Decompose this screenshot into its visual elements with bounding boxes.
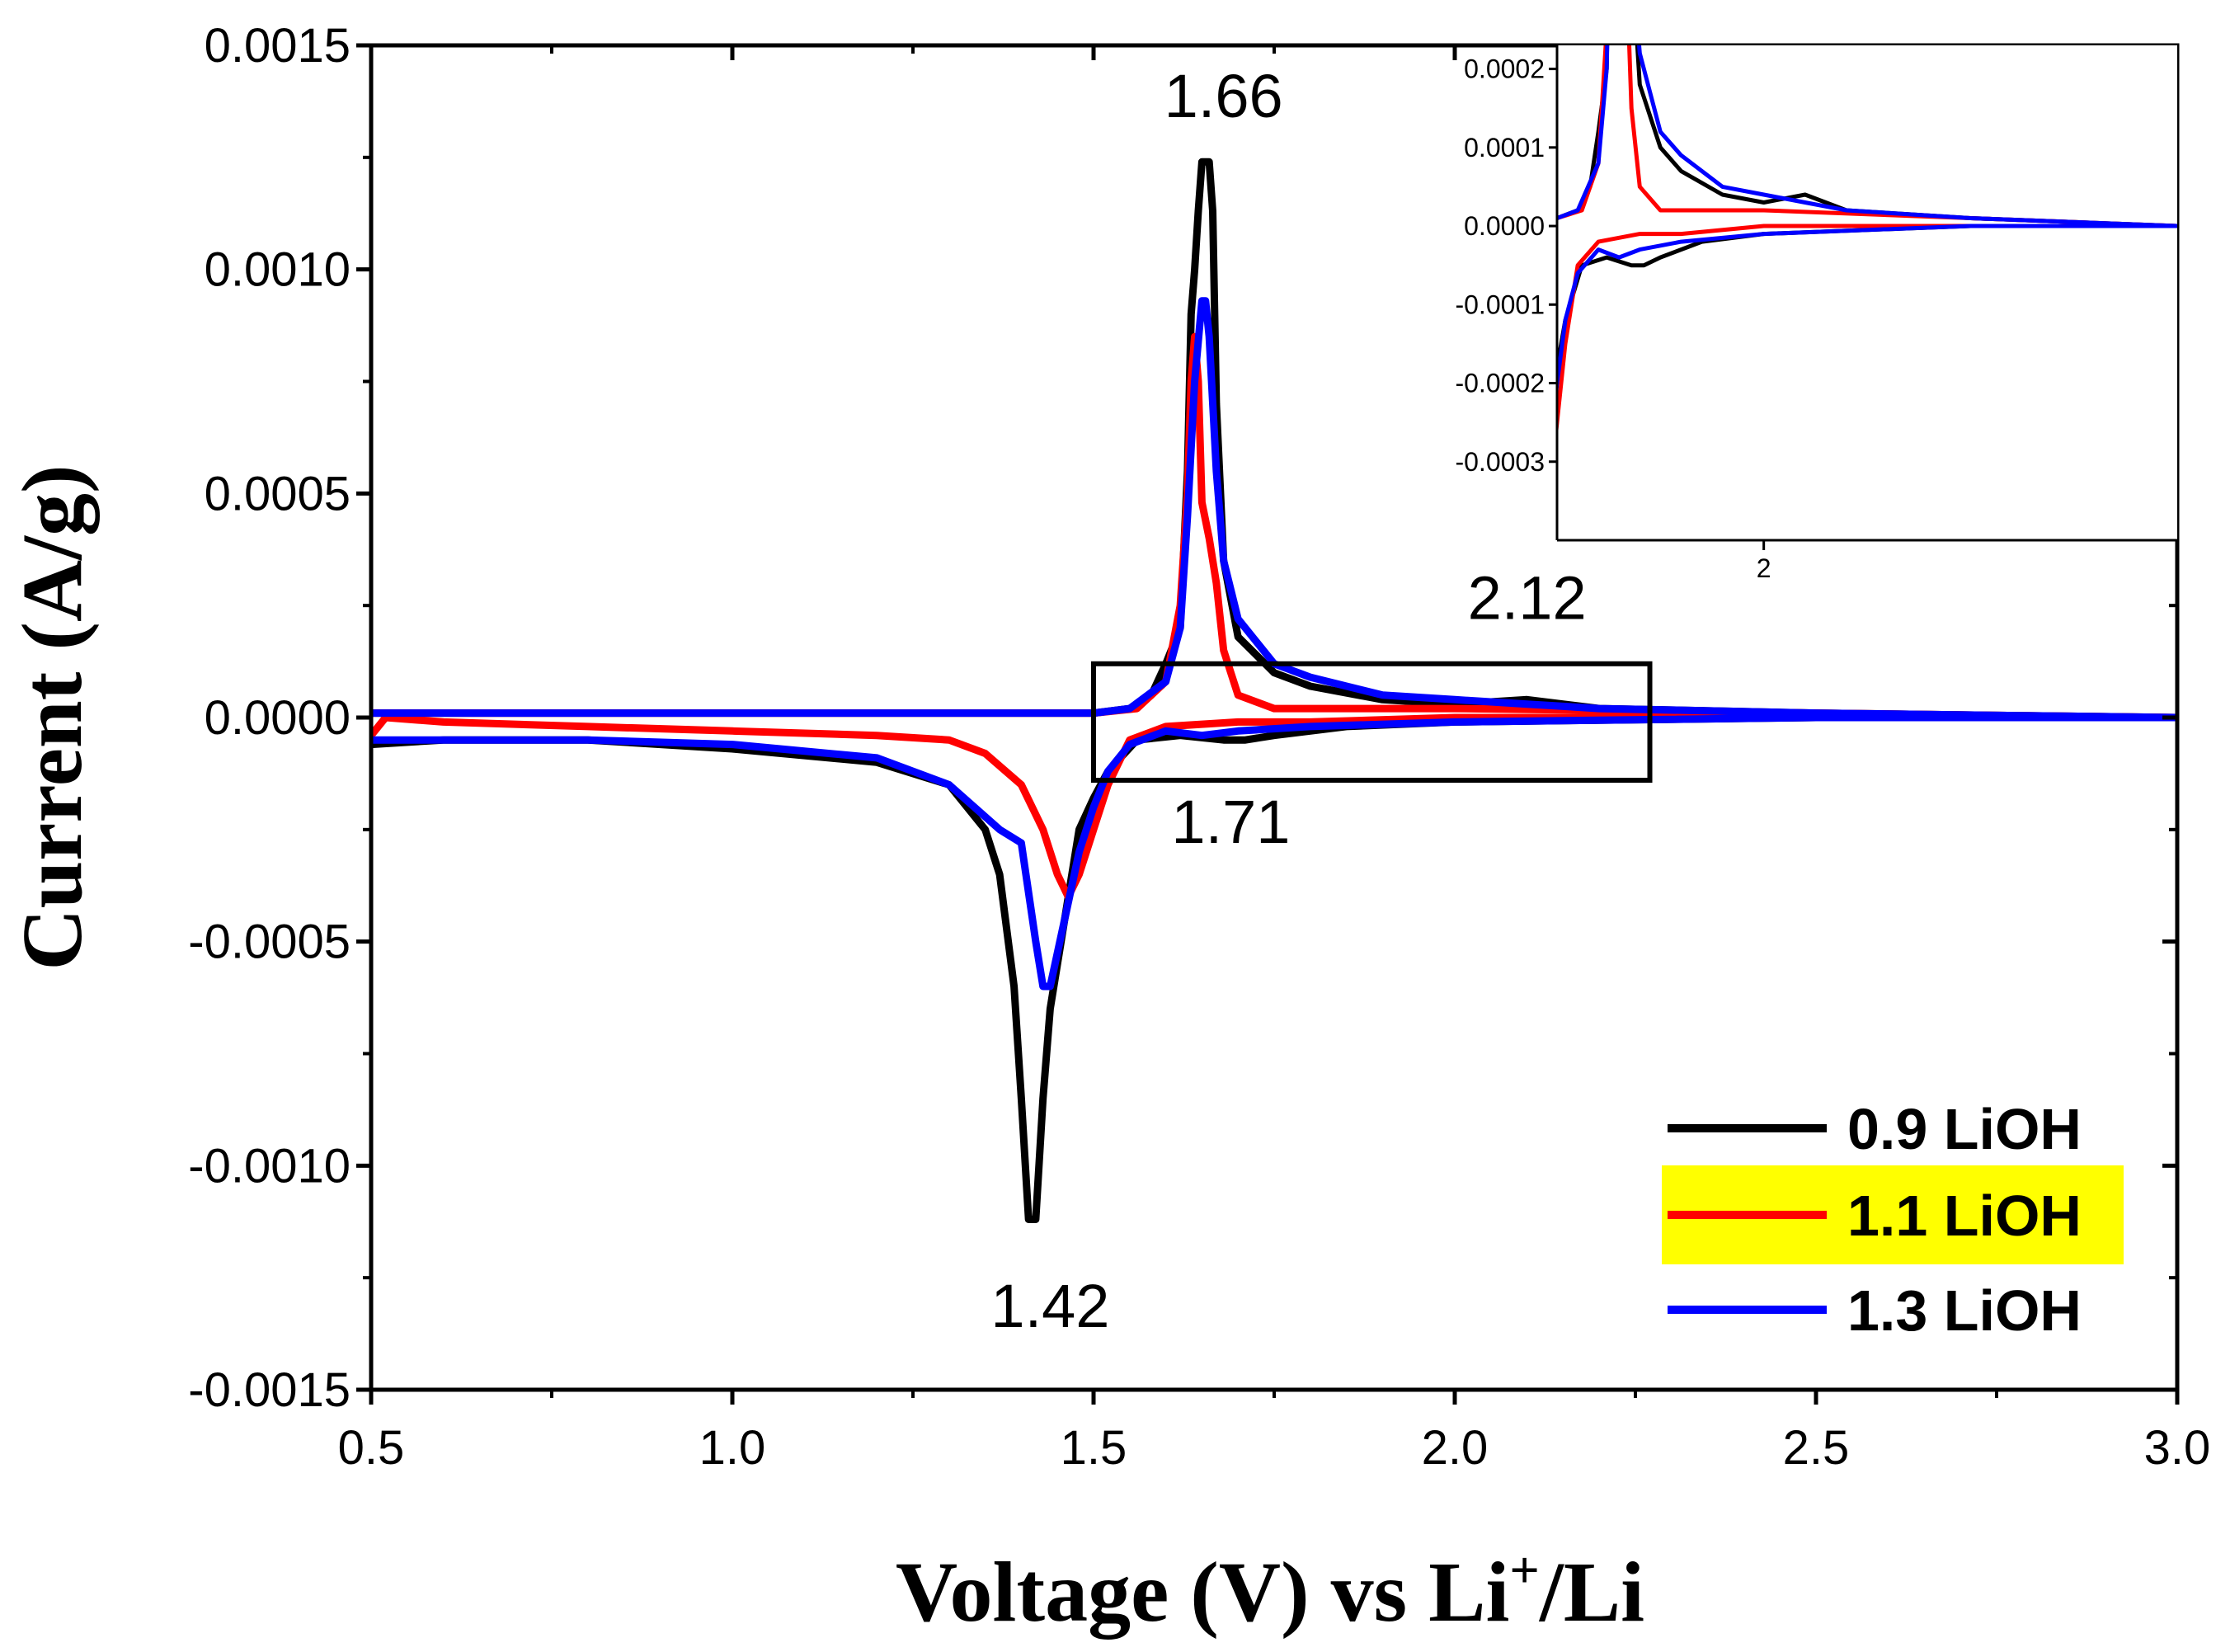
- series-line-2: [371, 297, 2177, 991]
- inset-series-group: [1557, 45, 2177, 443]
- y-tick-label-0: 0.0015: [205, 19, 350, 73]
- x-axis-title-suffix: /Li: [1538, 1545, 1644, 1640]
- y-axis-title: Current (A/g): [5, 464, 100, 970]
- x-tick-label-4: 2.5: [1783, 1421, 1850, 1475]
- inset-axes: 0.0002 0.0001 0.0000 -0.0001 -0.0002 -0.0003 2: [1455, 45, 2177, 583]
- legend-label-0: 0.9 LiOH: [1847, 1097, 2082, 1161]
- inset-series-line-2: [1557, 45, 2177, 403]
- x-tick-label-1: 1.0: [699, 1421, 766, 1475]
- y-tick-label-2: 0.0005: [205, 467, 350, 520]
- x-axis-ticks: 0.5 1.0 1.5 2.0 2.5 3.0: [338, 45, 2211, 1475]
- y-tick-label-5: -0.0010: [188, 1139, 350, 1193]
- y-tick-label-3: 0.0000: [205, 691, 350, 745]
- y-tick-label-6: -0.0015: [188, 1363, 350, 1417]
- x-axis-title: Voltage (V) vs Li+/Li: [896, 1541, 1644, 1640]
- y-tick-label-1: 0.0010: [205, 243, 350, 297]
- annotations: 1.66 1.42 1.71 2.12: [990, 62, 1586, 1340]
- peak-annotation-2: 1.71: [1171, 788, 1290, 856]
- x-axis-title-sup: +: [1509, 1541, 1539, 1599]
- peak-annotation-0: 1.66: [1164, 62, 1283, 130]
- inset-y-tick-label-5: -0.0003: [1455, 447, 1545, 477]
- legend: 0.9 LiOH 1.1 LiOH 1.3 LiOH: [1662, 1097, 2124, 1343]
- inset-y-tick-label-1: 0.0001: [1464, 133, 1545, 162]
- peak-annotation-1: 1.42: [990, 1272, 1109, 1340]
- legend-label-1: 1.1 LiOH: [1847, 1184, 2082, 1248]
- peak-annotation-3: 2.12: [1468, 563, 1587, 632]
- x-tick-label-0: 0.5: [338, 1421, 405, 1475]
- zoom-box: [1091, 661, 1653, 784]
- x-tick-label-2: 1.5: [1061, 1421, 1127, 1475]
- y-tick-label-4: -0.0005: [188, 915, 350, 969]
- x-tick-label-3: 2.0: [1422, 1421, 1489, 1475]
- x-tick-label-5: 3.0: [2144, 1421, 2211, 1475]
- inset-y-tick-label-2: 0.0000: [1464, 211, 1545, 241]
- main-series-group: [371, 158, 2177, 1223]
- inset-y-tick-label-4: -0.0002: [1455, 369, 1545, 398]
- y-axis-ticks: 0.0015 0.0010 0.0005 0.0000 -0.0005 -0.0010 -0…: [188, 19, 2177, 1417]
- inset-y-tick-label-0: 0.0002: [1464, 54, 1545, 84]
- inset-x-tick-label-0: 2: [1757, 553, 1771, 583]
- legend-label-2: 1.3 LiOH: [1847, 1278, 2082, 1343]
- inset-y-tick-label-3: -0.0001: [1455, 289, 1545, 319]
